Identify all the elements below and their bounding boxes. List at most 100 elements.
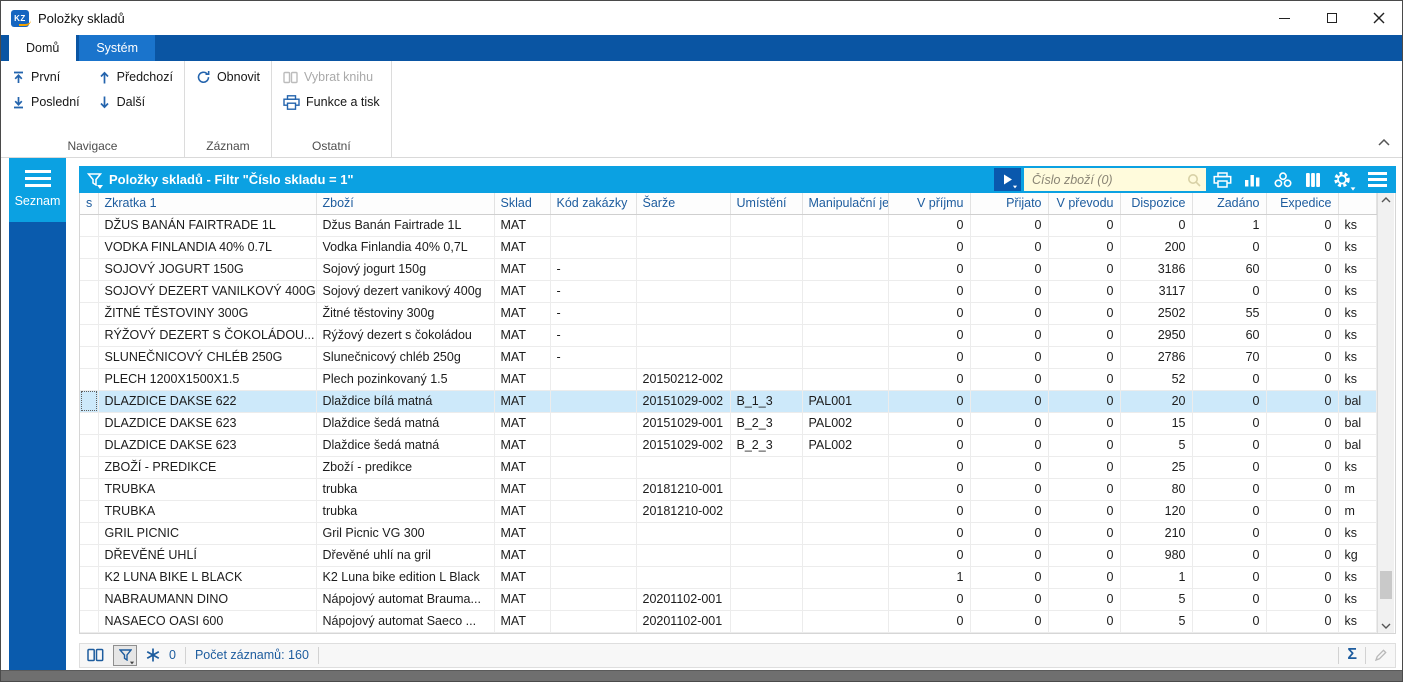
column-header[interactable]: Sklad <box>494 193 551 215</box>
scroll-down-icon[interactable] <box>1381 623 1391 629</box>
cell: SLUNEČNICOVÝ CHLÉB 250G <box>98 346 317 369</box>
column-header[interactable]: s <box>80 193 99 215</box>
table-row[interactable]: DLAZDICE DAKSE 622 Dlaždice bílá matná MAT… <box>80 390 1377 413</box>
table-row[interactable]: K2 LUNA BIKE L BLACK K2 Luna bike edition… <box>80 566 1377 589</box>
table-row[interactable]: NABRAUMANN DINO Nápojový automat Brauma..… <box>80 588 1377 611</box>
cell <box>802 610 889 633</box>
last-button[interactable]: Poslední <box>9 91 83 113</box>
table-row[interactable]: VODKA FINLANDIA 40% 0.7L Vodka Finlandia … <box>80 236 1377 259</box>
cell: 0 <box>1266 258 1339 281</box>
maximize-icon <box>1326 13 1337 23</box>
table-row[interactable]: ZBOŽÍ - PREDIKCE Zboží - predikce MAT 0 0 0 25… <box>80 456 1377 479</box>
cell: trubka <box>316 500 495 523</box>
cell <box>80 390 99 413</box>
first-button[interactable]: První <box>9 66 83 88</box>
functions-print-button[interactable]: Funkce a tisk <box>280 91 383 113</box>
book-icon[interactable] <box>87 648 104 662</box>
search-input[interactable] <box>1032 172 1187 187</box>
column-header[interactable]: Manipulační jedr <box>802 193 889 215</box>
column-header[interactable]: Kód zakázky <box>550 193 637 215</box>
minimize-button[interactable] <box>1261 1 1308 35</box>
run-search-button[interactable] <box>994 168 1021 191</box>
table-row[interactable]: TRUBKA trubka MAT 20181210-002 0 0 0 120 0 0 m <box>80 500 1377 523</box>
cell: 20151029-002 <box>636 434 731 457</box>
table-row[interactable]: SOJOVÝ DEZERT VANILKOVÝ 400G Sojový dezer… <box>80 280 1377 303</box>
filter-menu-button[interactable] <box>87 173 103 189</box>
table-row[interactable]: SLUNEČNICOVÝ CHLÉB 250G Slunečnicový chlé… <box>80 346 1377 369</box>
cell: TRUBKA <box>98 500 317 523</box>
table-row[interactable]: TRUBKA trubka MAT 20181210-001 0 0 0 80 0 0 m <box>80 478 1377 501</box>
cell: 0 <box>1048 610 1121 633</box>
cell: MAT <box>494 368 551 391</box>
column-header[interactable]: Šarže <box>636 193 731 215</box>
cell: 0 <box>1192 390 1267 413</box>
table-row[interactable]: DŽUS BANÁN FAIRTRADE 1L Džus Banán Fairtr… <box>80 214 1377 237</box>
previous-button[interactable]: Předchozí <box>95 66 176 88</box>
chart-button[interactable] <box>1239 168 1266 191</box>
vertical-scrollbar[interactable] <box>1376 193 1394 633</box>
table-row[interactable]: GRIL PICNIC Gril Picnic VG 300 MAT 0 0 0 210 0 0… <box>80 522 1377 545</box>
sum-icon[interactable]: Σ <box>1347 646 1357 663</box>
column-header[interactable]: Expedice <box>1266 193 1339 215</box>
columns-button[interactable] <box>1299 168 1326 191</box>
table-row[interactable]: NASAECO OASI 600 Nápojový automat Saeco .… <box>80 610 1377 633</box>
cell: 0 <box>970 456 1049 479</box>
cell: 0 <box>888 302 971 325</box>
cell: 0 <box>1192 566 1267 589</box>
table-row[interactable]: ŽITNÉ TĚSTOVINY 300G Žitné těstoviny 300g… <box>80 302 1377 325</box>
ribbon-group-ostatni: Vybrat knihu Funkce a tisk Ostatní <box>272 61 392 157</box>
table-row[interactable]: SOJOVÝ JOGURT 150G Sojový jogurt 150g MAT -… <box>80 258 1377 281</box>
column-header[interactable]: Přijato <box>970 193 1049 215</box>
minimize-icon <box>1279 17 1290 19</box>
separator <box>1365 646 1366 664</box>
cell <box>550 434 637 457</box>
column-header[interactable]: V převodu <box>1048 193 1121 215</box>
scrollbar-thumb[interactable] <box>1379 570 1392 599</box>
cell: Nápojový automat Brauma... <box>316 588 495 611</box>
cell <box>80 456 99 479</box>
sidebar-menu-button[interactable]: Seznam <box>9 158 66 222</box>
column-header[interactable]: Umístění <box>730 193 803 215</box>
cell: MAT <box>494 434 551 457</box>
table-row[interactable]: DLAZDICE DAKSE 623 Dlaždice šedá matná MAT… <box>80 412 1377 435</box>
collapse-ribbon-button[interactable] <box>1378 133 1390 151</box>
refresh-button[interactable]: Obnovit <box>193 66 263 88</box>
tab-domu[interactable]: Domů <box>9 35 77 61</box>
column-header[interactable]: V příjmu <box>888 193 971 215</box>
table-row[interactable]: DŘEVĚNÉ UHLÍ Dřevěné uhlí na gril MAT 0 0 0 98… <box>80 544 1377 567</box>
cell: SOJOVÝ DEZERT VANILKOVÝ 400G <box>98 280 317 303</box>
column-header[interactable]: Dispozice <box>1120 193 1193 215</box>
print-button[interactable] <box>1209 168 1236 191</box>
column-header[interactable]: Zadáno <box>1192 193 1267 215</box>
scroll-up-icon[interactable] <box>1381 197 1391 203</box>
grid-header-row: s Zkratka 1 Zboží Sklad Kód zakázky Šarže Umís… <box>80 193 1377 215</box>
column-header[interactable] <box>1338 193 1377 215</box>
table-row[interactable]: PLECH 1200X1500X1.5 Plech pozinkovaný 1.5… <box>80 368 1377 391</box>
column-header[interactable]: Zkratka 1 <box>98 193 317 215</box>
cell <box>80 500 99 523</box>
cell: bal <box>1338 390 1377 413</box>
cell: MAT <box>494 214 551 237</box>
cell: m <box>1338 500 1377 523</box>
cell: 0 <box>1266 368 1339 391</box>
cell: Zboží - predikce <box>316 456 495 479</box>
column-header[interactable]: Zboží <box>316 193 495 215</box>
edit-pencil-icon[interactable] <box>1374 648 1388 662</box>
table-row[interactable]: DLAZDICE DAKSE 623 Dlaždice šedá matná MAT… <box>80 434 1377 457</box>
tab-system[interactable]: Systém <box>79 35 156 61</box>
next-button[interactable]: Další <box>95 91 176 113</box>
grid-menu-button[interactable] <box>1364 172 1391 187</box>
related-records-button[interactable] <box>1269 168 1296 191</box>
window-title: Položky skladů <box>38 10 125 26</box>
cell <box>802 478 889 501</box>
settings-button[interactable] <box>1329 168 1356 191</box>
cell <box>550 368 637 391</box>
table-row[interactable]: RÝŽOVÝ DEZERT S ČOKOLÁDOU... Rýžový dezer… <box>80 324 1377 347</box>
cell: Sojový dezert vanikový 400g <box>316 280 495 303</box>
filter-toggle-button[interactable] <box>113 644 137 666</box>
maximize-button[interactable] <box>1308 1 1355 35</box>
cell <box>802 302 889 325</box>
close-button[interactable] <box>1355 1 1402 35</box>
select-book-button[interactable]: Vybrat knihu <box>280 66 383 88</box>
cell: 80 <box>1120 478 1193 501</box>
